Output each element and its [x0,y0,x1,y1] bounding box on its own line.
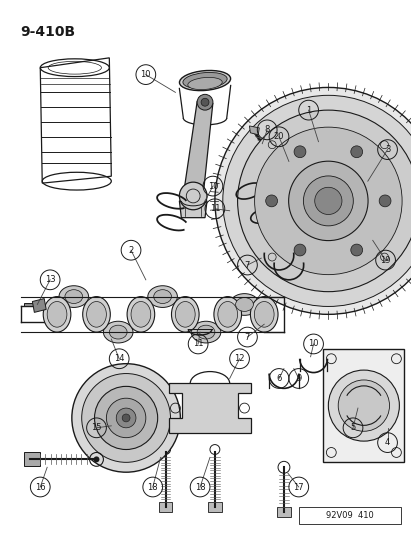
Polygon shape [24,453,40,466]
Circle shape [122,414,130,422]
Text: 1: 1 [305,106,311,115]
Text: 12: 12 [234,354,244,364]
Ellipse shape [131,302,150,327]
Circle shape [350,244,362,256]
Circle shape [293,244,305,256]
Text: 7: 7 [244,261,249,270]
Ellipse shape [147,286,177,308]
Text: 8: 8 [264,125,269,134]
Polygon shape [276,507,290,516]
Circle shape [81,374,170,462]
Text: 9: 9 [295,374,301,383]
Text: 19: 19 [380,256,390,264]
Ellipse shape [171,296,199,332]
Text: 7: 7 [244,333,249,342]
Circle shape [254,127,401,274]
Polygon shape [158,502,172,512]
Circle shape [314,187,341,214]
Text: 14: 14 [114,354,124,364]
Polygon shape [168,383,251,433]
Text: 11: 11 [192,340,203,349]
Polygon shape [249,126,259,135]
Circle shape [201,98,209,106]
Circle shape [72,364,180,472]
Circle shape [350,146,362,158]
Circle shape [288,161,367,240]
Text: 15: 15 [91,423,102,432]
Circle shape [303,176,352,226]
Ellipse shape [47,302,67,327]
Ellipse shape [109,325,127,339]
Bar [298,507,400,524]
Ellipse shape [43,296,71,332]
Circle shape [214,87,413,314]
Text: 17: 17 [293,482,303,491]
Ellipse shape [175,302,195,327]
Circle shape [197,94,212,110]
Ellipse shape [86,302,106,327]
Polygon shape [183,101,212,197]
Circle shape [378,195,390,207]
Text: 10: 10 [207,182,218,191]
Text: 13: 13 [45,276,55,284]
Text: 92V09  410: 92V09 410 [325,511,373,520]
Text: 11: 11 [209,204,220,213]
Polygon shape [32,298,46,312]
Bar [24,303,36,306]
Ellipse shape [153,289,171,303]
Ellipse shape [229,294,259,316]
Ellipse shape [197,325,214,339]
Bar [323,349,404,462]
Ellipse shape [188,77,222,90]
Ellipse shape [191,321,220,343]
Circle shape [293,146,305,158]
Text: 10: 10 [308,340,318,349]
Ellipse shape [250,296,278,332]
Polygon shape [207,502,221,512]
Circle shape [237,110,413,292]
Ellipse shape [65,289,83,303]
Circle shape [94,386,157,449]
Text: 20: 20 [273,132,284,141]
Text: 9-410B: 9-410B [21,25,76,39]
Circle shape [179,182,206,210]
Ellipse shape [217,302,237,327]
Circle shape [116,408,135,428]
Ellipse shape [254,302,273,327]
Ellipse shape [179,70,230,91]
Text: 2: 2 [128,246,133,255]
Text: 5: 5 [349,423,355,432]
Polygon shape [179,201,206,217]
Ellipse shape [127,296,154,332]
Text: 3: 3 [384,145,389,154]
Circle shape [265,195,277,207]
Ellipse shape [214,296,241,332]
Circle shape [222,95,413,306]
Circle shape [328,370,399,441]
Ellipse shape [103,321,133,343]
Text: 10: 10 [140,70,151,79]
Ellipse shape [59,286,88,308]
Text: 18: 18 [194,482,205,491]
Ellipse shape [235,297,253,311]
Circle shape [93,456,99,462]
Circle shape [337,380,389,431]
Circle shape [106,398,145,438]
Ellipse shape [183,72,227,88]
Ellipse shape [83,296,110,332]
Text: 18: 18 [147,482,158,491]
Text: 4: 4 [384,438,389,447]
Text: 16: 16 [35,482,45,491]
Text: 6: 6 [275,374,281,383]
